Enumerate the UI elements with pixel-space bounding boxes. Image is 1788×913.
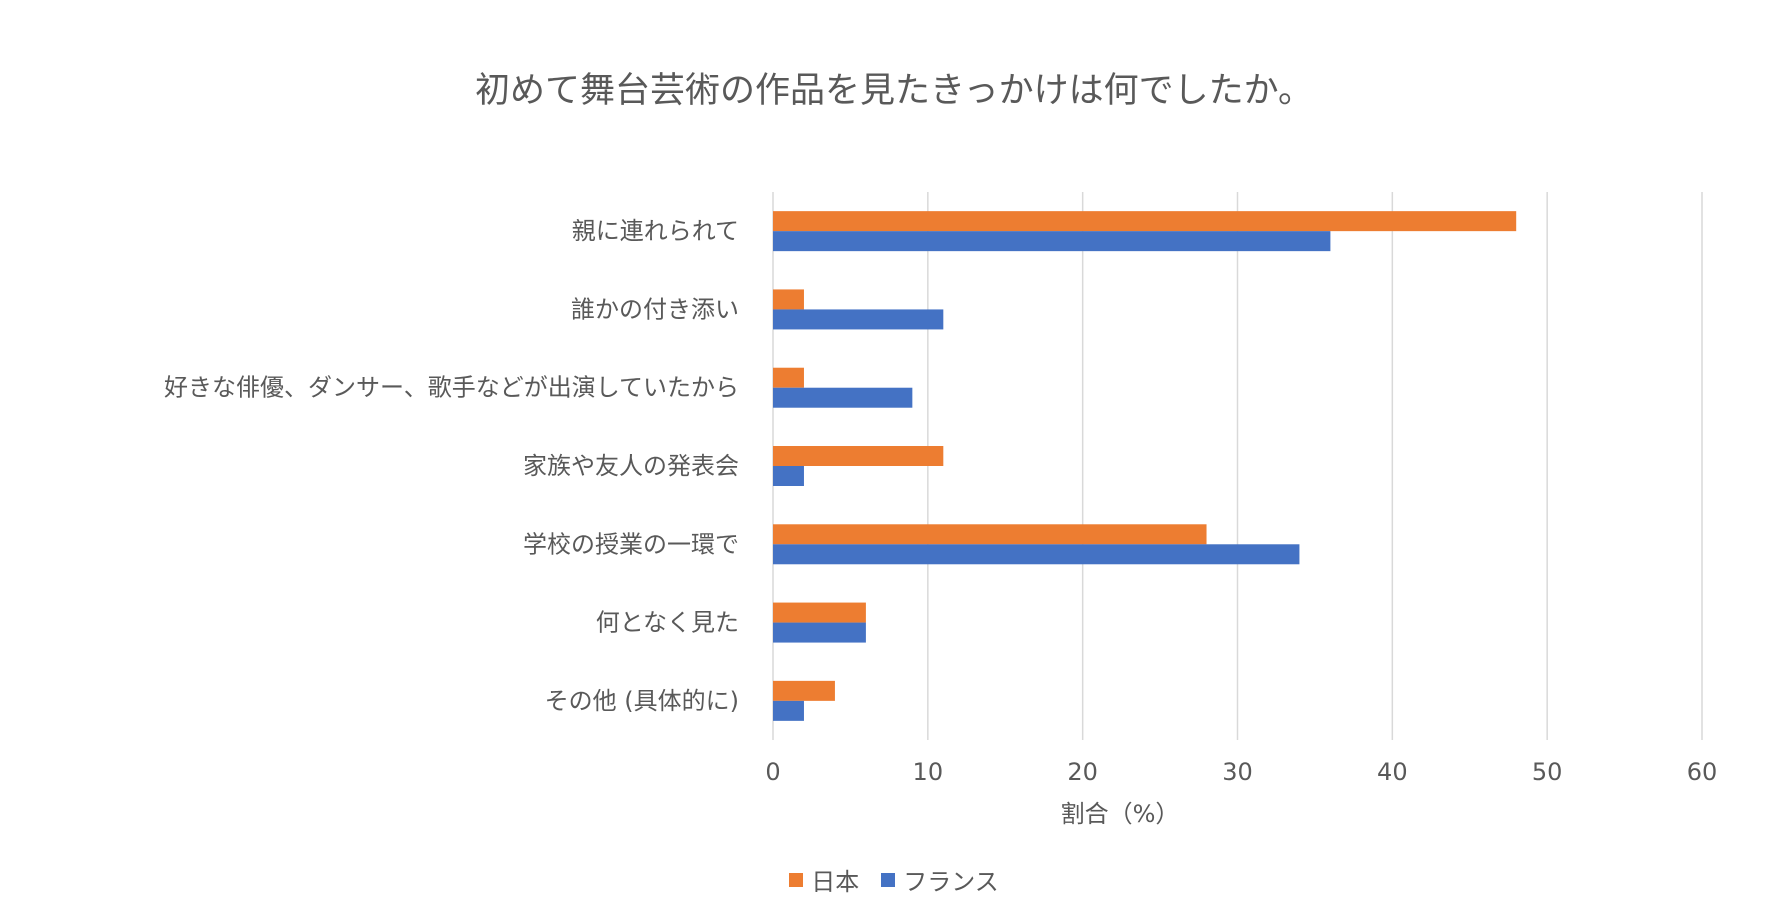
bar-japan bbox=[773, 524, 1207, 545]
x-tick-label: 10 bbox=[913, 758, 944, 786]
x-tick-label: 30 bbox=[1222, 758, 1253, 786]
bar-japan bbox=[773, 446, 944, 466]
bar-france bbox=[773, 466, 804, 486]
category-label: 家族や友人の発表会 bbox=[523, 452, 739, 480]
legend-label-japan: 日本 bbox=[811, 868, 860, 896]
bar-japan bbox=[773, 680, 835, 701]
bar-france bbox=[773, 700, 804, 721]
bar-japan bbox=[773, 602, 866, 623]
bars bbox=[773, 211, 1517, 721]
bar-japan bbox=[773, 367, 804, 388]
legend: 日本 フランス bbox=[0, 862, 1788, 897]
x-tick-label: 20 bbox=[1067, 758, 1098, 786]
bar-france bbox=[773, 622, 866, 643]
category-label: 親に連れられて bbox=[572, 217, 739, 245]
x-axis-title: 割合（%） bbox=[1061, 800, 1180, 828]
x-tick-label: 0 bbox=[765, 758, 780, 786]
category-label: 誰かの付き添い bbox=[571, 295, 739, 323]
bar-japan bbox=[773, 211, 1517, 232]
bar-france bbox=[773, 309, 944, 330]
bar-japan bbox=[773, 289, 804, 310]
x-tick-label: 40 bbox=[1377, 758, 1408, 786]
category-label: 学校の授業の一環で bbox=[523, 530, 739, 558]
category-label: その他 (具体的に) bbox=[545, 687, 739, 715]
legend-item-france: フランス bbox=[881, 862, 999, 897]
bar-france bbox=[773, 231, 1331, 252]
bar-france bbox=[773, 544, 1300, 565]
x-tick-label: 50 bbox=[1532, 758, 1563, 786]
legend-label-france: フランス bbox=[903, 868, 999, 896]
category-label: 何となく見た bbox=[596, 609, 739, 637]
legend-swatch-france bbox=[881, 872, 896, 887]
legend-swatch-japan bbox=[789, 872, 804, 887]
bar-france bbox=[773, 387, 913, 408]
x-tick-label: 60 bbox=[1687, 758, 1718, 786]
category-label: 好きな俳優、ダンサー、歌手などが出演していたから bbox=[164, 374, 739, 402]
legend-item-japan: 日本 bbox=[789, 862, 859, 897]
category-labels: 親に連れられて誰かの付き添い好きな俳優、ダンサー、歌手などが出演していたから家族… bbox=[164, 217, 739, 715]
chart-title: 初めて舞台芸術の作品を見たきっかけは何でしたか。 bbox=[475, 71, 1313, 111]
x-tick-labels: 0 10 20 30 40 50 60 bbox=[765, 758, 1717, 786]
